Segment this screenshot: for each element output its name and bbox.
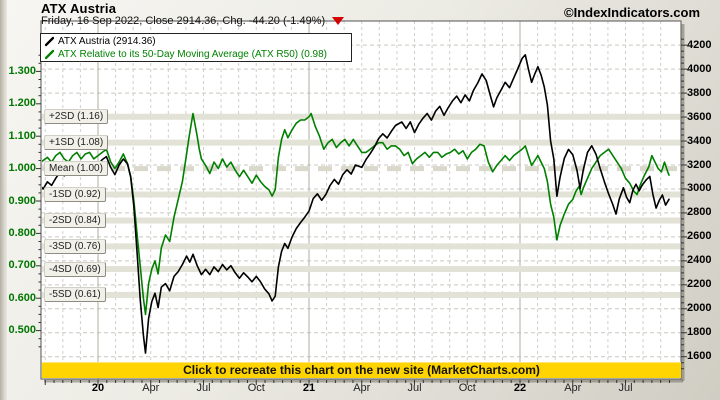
sd-band-label: -1SD (0.92)	[44, 187, 106, 203]
x-axis-label: 22	[513, 382, 527, 394]
chart-title: ATX Austria	[41, 1, 117, 16]
y-axis-left-label: 1.200	[8, 97, 36, 110]
y-axis-left-label: 0.500	[8, 324, 36, 337]
x-axis-label: Apr	[564, 382, 582, 394]
y-axis-right-label: 3600	[687, 110, 712, 123]
y-axis-right-label: 2600	[687, 230, 712, 243]
y-axis-right-label: 3000	[687, 182, 712, 195]
legend-item-r50: ATX Relative to its 50-Day Moving Averag…	[41, 48, 351, 61]
y-axis-left-label: 0.800	[8, 226, 36, 239]
x-axis-label: Oct	[458, 382, 476, 394]
x-axis-label: Jul	[196, 382, 211, 394]
plot-border	[40, 20, 682, 380]
x-axis-label: Jul	[407, 382, 422, 394]
sd-band-label: Mean (1.00)	[44, 161, 108, 177]
x-axis-label: Jul	[618, 382, 633, 394]
axis-ticks	[36, 38, 687, 385]
x-axis-label: Apr	[353, 382, 371, 394]
y-axis-right-label: 1800	[687, 326, 712, 339]
legend-box: ATX Austria (2914.36) ATX Relative to it…	[40, 33, 352, 62]
y-axis-right-label: 2800	[687, 206, 712, 219]
legend-item-atx: ATX Austria (2914.36)	[41, 35, 351, 48]
y-axis-right-label: 2200	[687, 278, 712, 291]
series-atx-line	[42, 53, 670, 354]
y-axis-right-label: 2000	[687, 302, 712, 315]
y-axis-right-label: 4200	[687, 38, 712, 51]
sd-band-label: -3SD (0.76)	[44, 238, 106, 254]
y-axis-right-label: 3200	[687, 158, 712, 171]
sd-band-label: +2SD (1.16)	[44, 109, 109, 125]
legend-line-icon	[44, 49, 55, 60]
legend-line-icon	[44, 36, 55, 47]
y-axis-right-label: 3400	[687, 134, 712, 147]
chart-subtitle-text: Friday, 16 Sep 2022, Close 2914.36, Chg.…	[41, 15, 326, 27]
x-axis-label: Oct	[247, 382, 265, 394]
sd-band-label: -2SD (0.84)	[44, 212, 106, 228]
legend-item-label: ATX Austria (2914.36)	[58, 36, 156, 47]
x-axis-label: Apr	[142, 382, 160, 394]
sd-band-label: -4SD (0.69)	[44, 261, 106, 277]
x-axis-label: 20	[91, 382, 105, 394]
y-axis-left-label: 1.300	[8, 64, 36, 77]
chart-subtitle: Friday, 16 Sep 2022, Close 2914.36, Chg.…	[41, 15, 345, 27]
y-axis-left-label: 0.900	[8, 194, 36, 207]
y-axis-left-label: 1.100	[8, 129, 36, 142]
y-axis-right-label: 3800	[687, 86, 712, 99]
y-axis-left-label: 0.600	[8, 291, 36, 304]
y-axis-right-label: 4000	[687, 62, 712, 75]
sd-band-label: -5SD (0.61)	[44, 287, 106, 303]
y-axis-left-label: 1.000	[8, 162, 36, 175]
recreate-chart-banner[interactable]: Click to recreate this chart on the new …	[42, 362, 681, 378]
sd-band-label: +1SD (1.08)	[44, 135, 109, 151]
y-axis-left-label: 0.700	[8, 259, 36, 272]
series-r50-line	[42, 112, 670, 316]
legend-item-label: ATX Relative to its 50-Day Moving Averag…	[58, 49, 327, 60]
x-axis-label: 21	[302, 382, 316, 394]
window-left-edge	[0, 0, 7, 400]
y-axis-right-label: 2400	[687, 254, 712, 267]
plot-background	[41, 21, 681, 379]
change-down-arrow-icon	[332, 17, 345, 25]
copyright-watermark[interactable]: ©IndexIndicators.com	[564, 5, 700, 20]
sd-bands	[42, 113, 680, 298]
y-axis-right-label: 1600	[687, 350, 712, 363]
